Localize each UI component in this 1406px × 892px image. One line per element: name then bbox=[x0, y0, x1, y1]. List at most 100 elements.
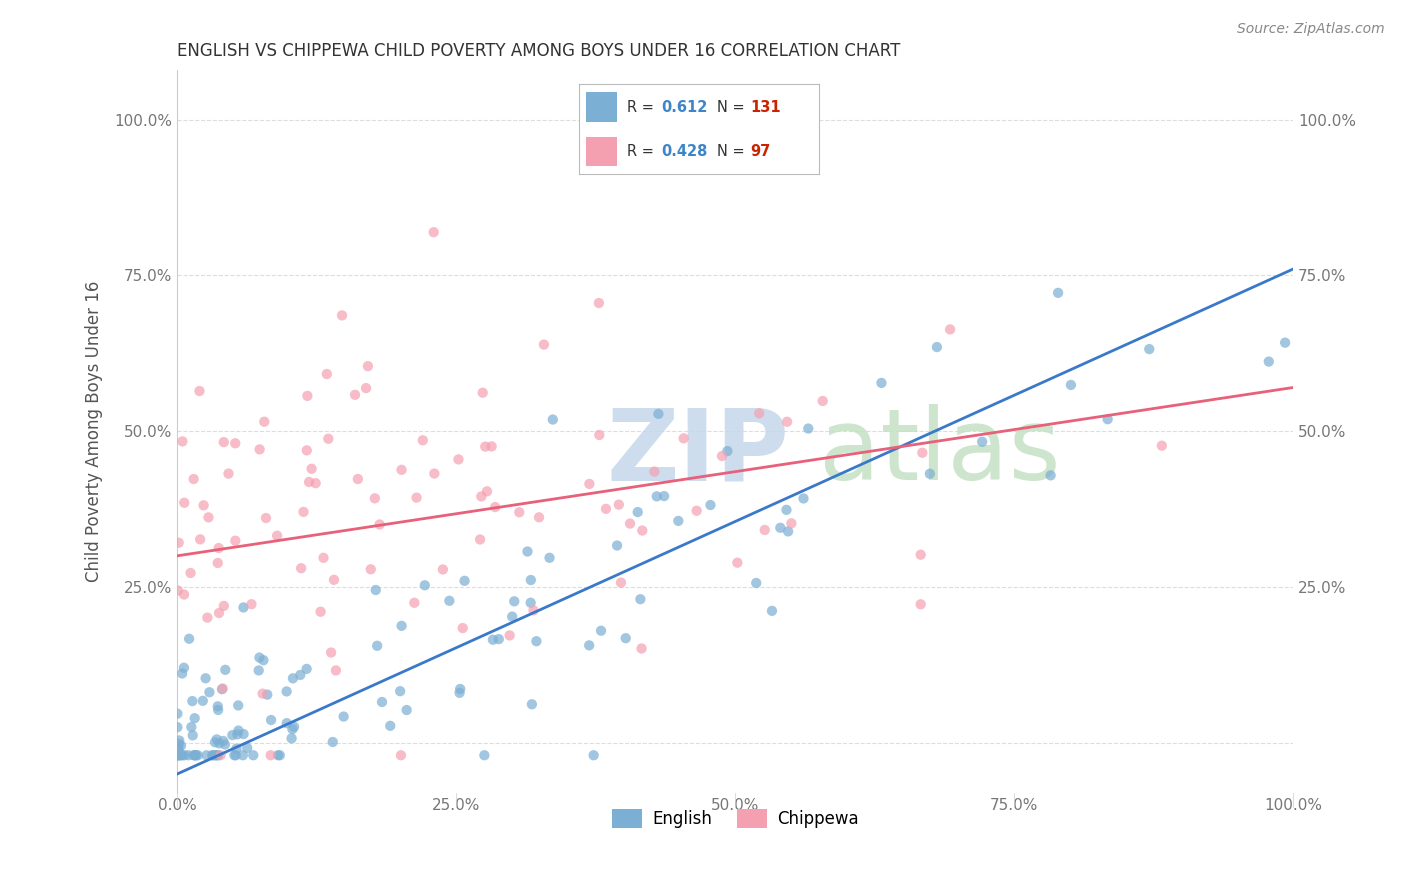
Point bbox=[183, 711, 205, 725]
Point bbox=[323, 573, 346, 587]
Point bbox=[368, 517, 391, 532]
Point bbox=[242, 748, 264, 763]
Point bbox=[211, 682, 233, 697]
Point bbox=[404, 596, 426, 610]
Point bbox=[276, 716, 298, 731]
Point bbox=[918, 467, 941, 481]
Point bbox=[432, 562, 454, 576]
Point bbox=[173, 588, 195, 602]
Point bbox=[167, 748, 190, 763]
Point bbox=[180, 720, 202, 734]
Point bbox=[207, 703, 229, 717]
Point bbox=[447, 452, 470, 467]
Point bbox=[453, 574, 475, 588]
Point bbox=[870, 376, 893, 390]
Point bbox=[910, 597, 932, 611]
Point bbox=[211, 681, 233, 696]
Point bbox=[221, 728, 243, 742]
Point bbox=[541, 412, 564, 426]
Point bbox=[474, 748, 496, 763]
Point bbox=[538, 550, 561, 565]
Point bbox=[172, 748, 194, 763]
Point bbox=[214, 738, 236, 752]
Point bbox=[232, 600, 254, 615]
Point bbox=[471, 385, 494, 400]
Point bbox=[482, 632, 505, 647]
Point bbox=[228, 723, 250, 738]
Point bbox=[173, 748, 195, 763]
Point bbox=[699, 498, 721, 512]
Point bbox=[193, 499, 215, 513]
Point bbox=[519, 596, 541, 610]
Point bbox=[212, 599, 235, 613]
Point bbox=[627, 505, 650, 519]
Point bbox=[520, 573, 543, 587]
Point bbox=[298, 475, 321, 489]
Point bbox=[167, 535, 190, 549]
Point bbox=[754, 523, 776, 537]
Point bbox=[488, 632, 510, 647]
Point bbox=[236, 741, 259, 756]
Point bbox=[811, 394, 834, 409]
Point bbox=[247, 664, 270, 678]
Point bbox=[207, 556, 229, 570]
Point bbox=[578, 476, 600, 491]
Point bbox=[290, 668, 312, 682]
Point bbox=[269, 748, 291, 763]
Point bbox=[792, 491, 814, 506]
Point bbox=[224, 748, 246, 763]
Point bbox=[187, 748, 209, 763]
Point bbox=[295, 662, 318, 676]
Point bbox=[260, 713, 283, 727]
Point bbox=[413, 578, 436, 592]
Point bbox=[312, 550, 335, 565]
Point bbox=[201, 748, 224, 763]
Point bbox=[207, 699, 229, 714]
Point bbox=[290, 561, 312, 575]
Point bbox=[526, 634, 548, 648]
Point bbox=[470, 490, 492, 504]
Point bbox=[214, 663, 236, 677]
Point bbox=[232, 748, 254, 763]
Point bbox=[167, 739, 190, 754]
Point bbox=[910, 548, 932, 562]
Point bbox=[939, 322, 962, 336]
Text: ZIP: ZIP bbox=[607, 404, 790, 501]
Point bbox=[332, 709, 354, 723]
Point bbox=[389, 684, 412, 698]
Text: Source: ZipAtlas.com: Source: ZipAtlas.com bbox=[1237, 22, 1385, 37]
Point bbox=[226, 727, 249, 741]
Point bbox=[582, 748, 605, 763]
Point bbox=[205, 732, 228, 747]
Point bbox=[360, 562, 382, 576]
Point bbox=[172, 434, 194, 449]
Point bbox=[1274, 335, 1296, 350]
Point bbox=[501, 609, 523, 624]
Point bbox=[191, 694, 214, 708]
Point bbox=[412, 434, 434, 448]
Point bbox=[1097, 412, 1119, 426]
Point bbox=[170, 739, 193, 753]
Point bbox=[911, 446, 934, 460]
Point bbox=[166, 706, 188, 721]
Point bbox=[225, 741, 247, 756]
Point bbox=[318, 432, 340, 446]
Point bbox=[380, 719, 402, 733]
Point bbox=[468, 533, 491, 547]
Point bbox=[595, 501, 617, 516]
Point bbox=[474, 440, 496, 454]
Point bbox=[449, 686, 471, 700]
Point bbox=[177, 748, 200, 763]
Point bbox=[354, 381, 377, 395]
Point bbox=[508, 505, 530, 519]
Point bbox=[484, 500, 506, 514]
Y-axis label: Child Poverty Among Boys Under 16: Child Poverty Among Boys Under 16 bbox=[86, 280, 103, 582]
Point bbox=[1150, 439, 1173, 453]
Point bbox=[188, 533, 211, 547]
Point bbox=[252, 653, 274, 667]
Point bbox=[631, 524, 654, 538]
Point bbox=[167, 742, 190, 756]
Point bbox=[672, 431, 695, 445]
Point bbox=[225, 748, 247, 763]
Point bbox=[498, 628, 520, 642]
